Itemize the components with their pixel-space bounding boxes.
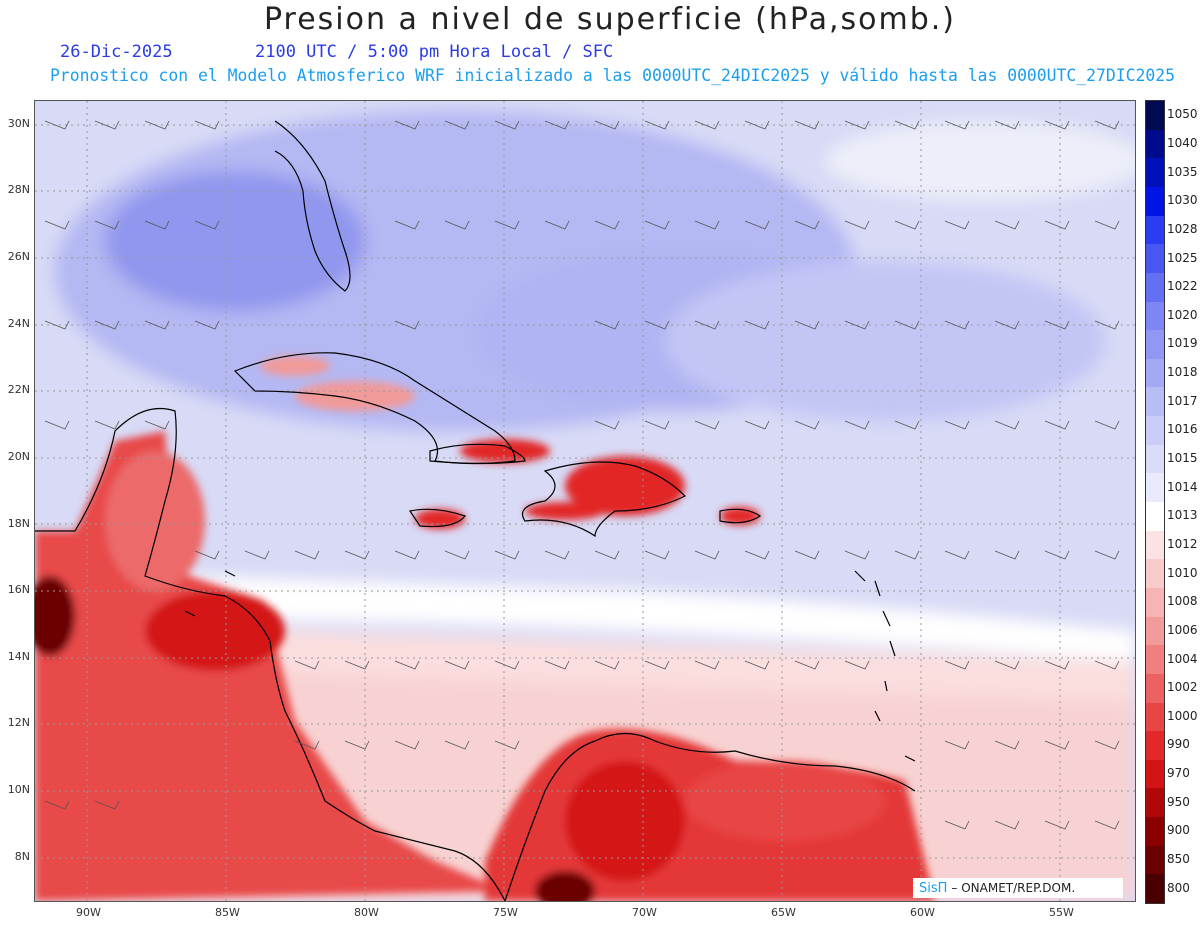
legend-label: 1006 — [1167, 622, 1198, 637]
lon-label-55w: 55W — [1049, 906, 1074, 919]
coastlines — [35, 120, 916, 901]
model-info: Pronostico con el Modelo Atmosferico WRF… — [50, 66, 1175, 85]
legend-swatch — [1146, 444, 1164, 474]
legend-label: 950 — [1167, 794, 1190, 809]
legend-label: 1035 — [1167, 164, 1198, 179]
legend-swatch — [1146, 215, 1164, 245]
lon-label-75w: 75W — [493, 906, 518, 919]
pressure-map-graphic — [35, 101, 1135, 901]
legend-swatch — [1146, 301, 1164, 331]
map-title: Presion a nivel de superficie (hPa,somb.… — [263, 2, 957, 37]
forecast-time: 2100 UTC / 5:00 pm Hora Local / SFC — [255, 42, 614, 62]
lat-label-16n: 16N — [7, 583, 30, 596]
legend-swatch — [1146, 502, 1164, 532]
lat-label-22n: 22N — [7, 383, 30, 396]
legend-label: 1017 — [1167, 393, 1198, 408]
legend-swatch — [1146, 416, 1164, 446]
lat-label-24n: 24N — [7, 317, 30, 330]
legend-swatch — [1146, 473, 1164, 503]
legend-swatch — [1146, 759, 1164, 789]
legend-label: 1018 — [1167, 365, 1198, 380]
legend-swatch — [1146, 788, 1164, 818]
lat-label-12n: 12N — [7, 716, 30, 729]
legend-swatch — [1146, 158, 1164, 188]
lat-label-10n: 10N — [7, 783, 30, 796]
lat-label-28n: 28N — [7, 183, 30, 196]
legend-label: 1028 — [1167, 221, 1198, 236]
lat-label-8n: 8N — [14, 850, 30, 863]
legend-swatch — [1146, 702, 1164, 732]
lat-label-14n: 14N — [7, 650, 30, 663]
lon-label-70w: 70W — [632, 906, 657, 919]
legend-label: 800 — [1167, 880, 1190, 895]
legend-swatch — [1146, 358, 1164, 388]
legend-label: 1000 — [1167, 708, 1198, 723]
credit-brand: SisΠ — [919, 880, 948, 896]
legend-label: 1025 — [1167, 250, 1198, 265]
legend-label: 900 — [1167, 823, 1190, 838]
legend-label: 1002 — [1167, 680, 1198, 695]
legend-swatch — [1146, 530, 1164, 560]
legend-swatch — [1146, 186, 1164, 217]
forecast-date: 26-Dic-2025 — [60, 42, 173, 62]
legend-swatch — [1146, 387, 1164, 417]
lat-label-30n: 30N — [7, 117, 30, 130]
legend-swatch — [1146, 845, 1164, 875]
legend-swatch — [1146, 559, 1164, 589]
legend-label: 1022 — [1167, 279, 1198, 294]
pressure-map — [34, 100, 1136, 902]
lon-label-90w: 90W — [76, 906, 101, 919]
color-legend — [1145, 100, 1165, 904]
legend-label: 1013 — [1167, 508, 1198, 523]
legend-label: 1040 — [1167, 135, 1198, 150]
legend-swatch — [1146, 731, 1164, 761]
legend-label: 1020 — [1167, 307, 1198, 322]
wind-barbs — [44, 120, 1120, 830]
legend-label: 1019 — [1167, 336, 1198, 351]
legend-swatch — [1146, 244, 1164, 274]
lat-label-26n: 26N — [7, 250, 30, 263]
lon-label-65w: 65W — [771, 906, 796, 919]
legend-swatch — [1146, 874, 1164, 904]
legend-label: 1014 — [1167, 479, 1198, 494]
lon-label-80w: 80W — [354, 906, 379, 919]
legend-label: 1012 — [1167, 536, 1198, 551]
legend-label: 1010 — [1167, 565, 1198, 580]
legend-swatch — [1146, 616, 1164, 646]
legend-label: 970 — [1167, 766, 1190, 781]
legend-swatch — [1146, 645, 1164, 675]
legend-label: 850 — [1167, 852, 1190, 867]
legend-swatch — [1146, 817, 1164, 847]
legend-swatch — [1146, 673, 1164, 703]
lat-label-20n: 20N — [7, 450, 30, 463]
lon-label-60w: 60W — [910, 906, 935, 919]
legend-label: 1050 — [1167, 107, 1198, 122]
high-pressure-area — [55, 111, 1135, 431]
credit-box: SisΠ – ONAMET/REP.DOM. — [913, 878, 1123, 898]
lat-label-18n: 18N — [7, 517, 30, 530]
legend-label: 1008 — [1167, 594, 1198, 609]
legend-swatch — [1146, 101, 1164, 131]
legend-swatch — [1146, 330, 1164, 360]
legend-label: 990 — [1167, 737, 1190, 752]
legend-label: 1004 — [1167, 651, 1198, 666]
legend-label: 1016 — [1167, 422, 1198, 437]
legend-swatch — [1146, 129, 1164, 159]
graticule — [35, 101, 1135, 901]
credit-text: – ONAMET/REP.DOM. — [951, 881, 1076, 895]
legend-swatch — [1146, 272, 1164, 302]
legend-label: 1015 — [1167, 451, 1198, 466]
lon-label-85w: 85W — [215, 906, 240, 919]
legend-label: 1030 — [1167, 193, 1198, 208]
legend-swatch — [1146, 587, 1164, 618]
